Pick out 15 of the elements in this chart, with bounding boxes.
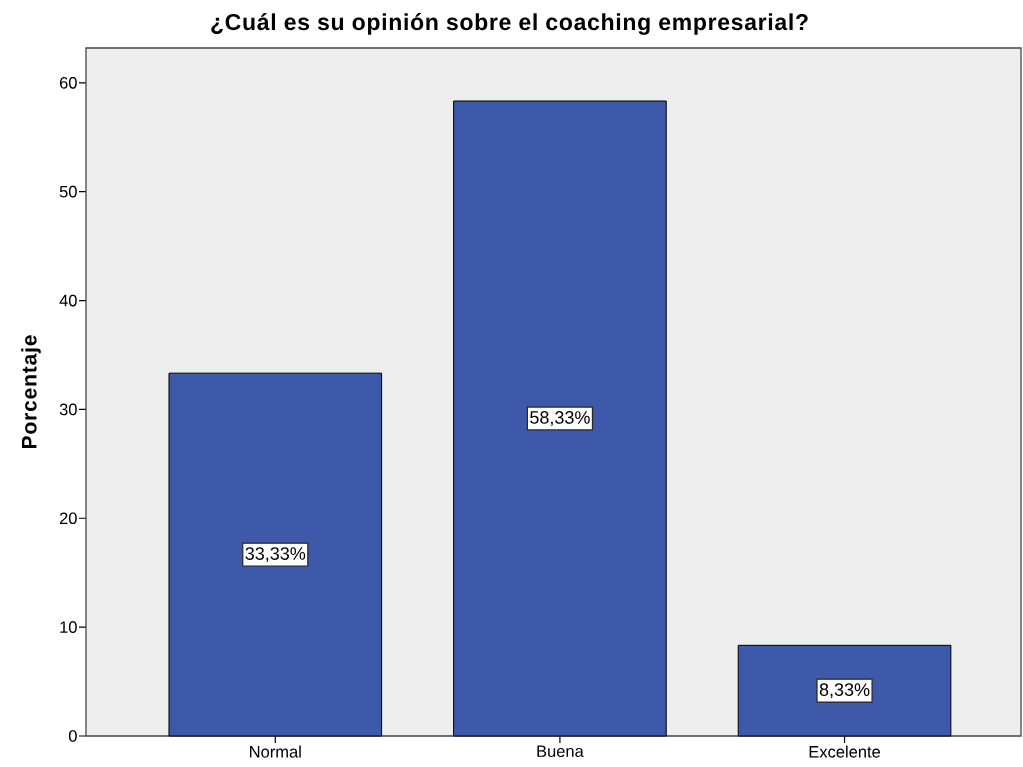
data-label: 8,33% xyxy=(819,683,870,699)
y-tick-label: 30 xyxy=(59,403,77,416)
chart-title: ¿Cuál es su opinión sobre el coaching empresarial? xyxy=(211,13,808,35)
y-axis-title: Porcentaje xyxy=(21,335,41,449)
y-tick-label: 40 xyxy=(59,294,77,307)
x-tick-label: Buena xyxy=(537,745,584,758)
y-tick-label: 50 xyxy=(59,185,77,198)
x-tick-label: Excelente xyxy=(809,745,881,758)
data-label: 33,33% xyxy=(245,547,306,563)
x-tick-label: Normal xyxy=(250,745,301,758)
data-label: 58,33% xyxy=(530,411,590,426)
y-tick-label: 0 xyxy=(68,730,77,742)
y-tick-label: 60 xyxy=(59,76,77,89)
y-tick-label: 10 xyxy=(60,621,77,633)
y-tick-label: 20 xyxy=(59,512,77,525)
